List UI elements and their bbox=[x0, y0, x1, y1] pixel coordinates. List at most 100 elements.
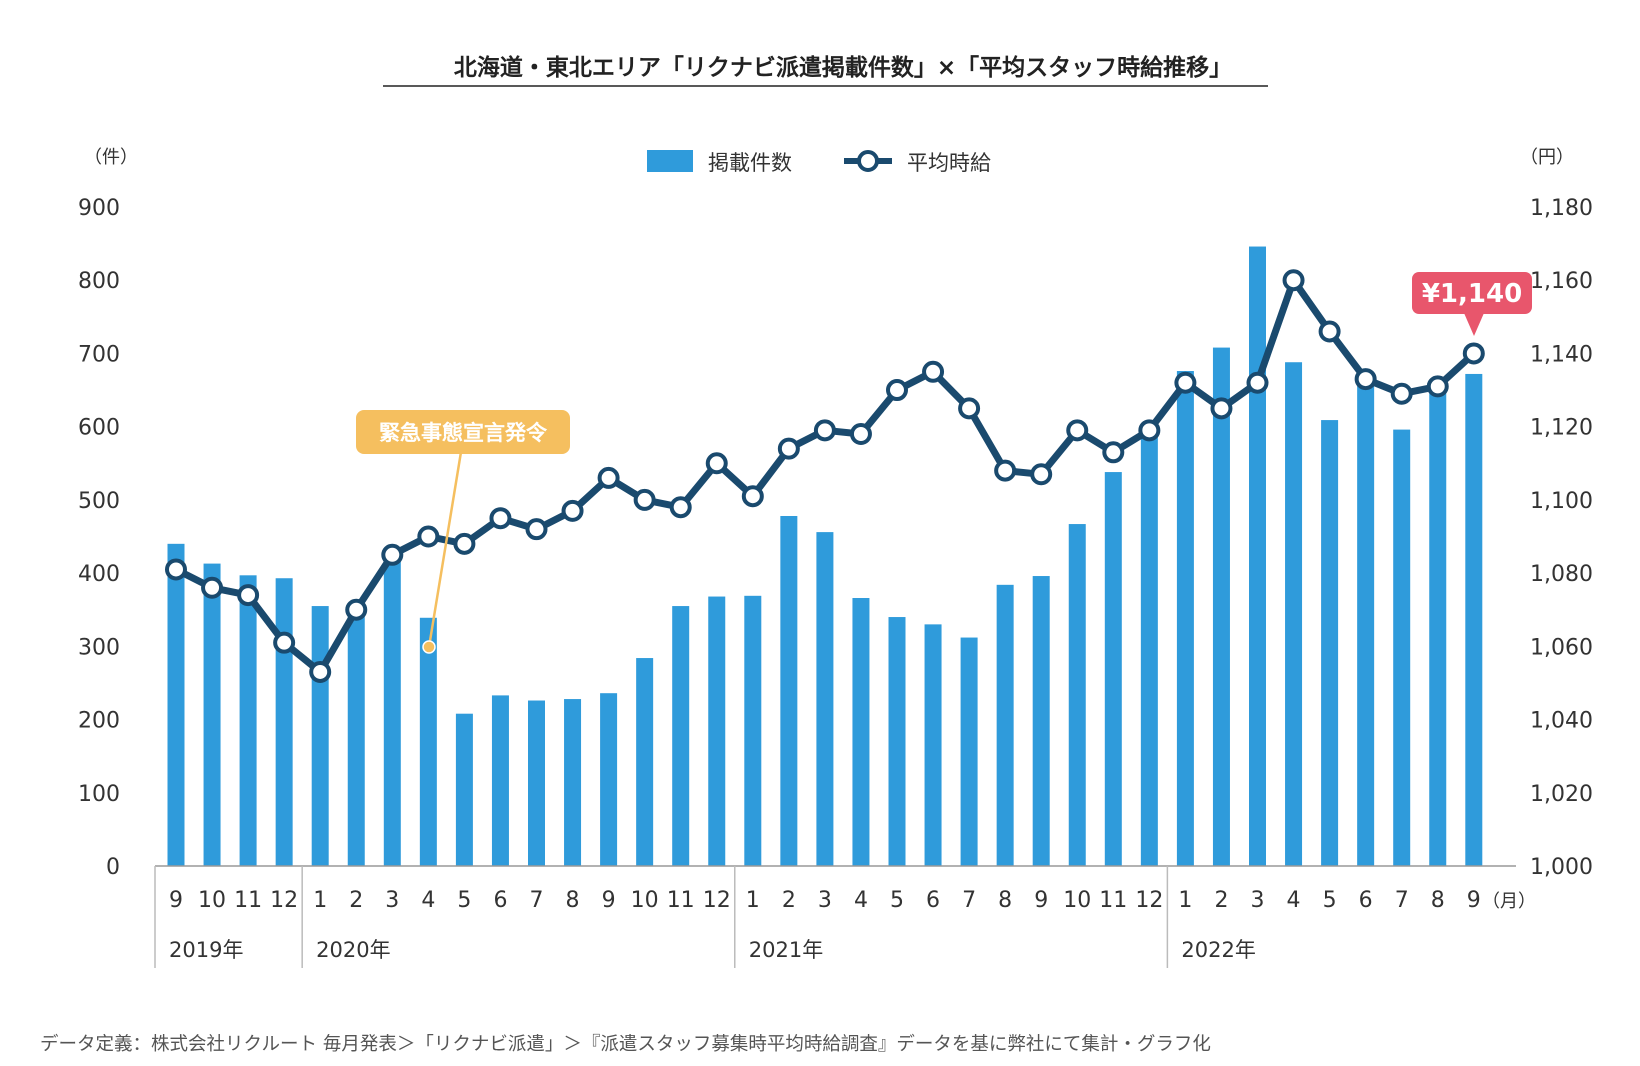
line-point bbox=[1210, 397, 1233, 420]
legend: 掲載件数 平均時給 bbox=[647, 150, 991, 175]
bar bbox=[275, 578, 293, 866]
legend-line-marker bbox=[857, 150, 879, 172]
left-tick-label: 900 bbox=[78, 196, 120, 221]
bar bbox=[996, 584, 1014, 866]
x-tick-label: 12 bbox=[703, 888, 731, 913]
latest-callout-box bbox=[1412, 272, 1532, 314]
bar bbox=[888, 617, 906, 866]
x-tick-label: 3 bbox=[385, 888, 399, 913]
right-tick-label: 1,100 bbox=[1530, 489, 1593, 514]
x-tick-label: 4 bbox=[854, 888, 868, 913]
line-point bbox=[1066, 419, 1089, 442]
left-tick-label: 0 bbox=[106, 855, 120, 880]
line-point bbox=[165, 558, 187, 581]
left-tick-label: 600 bbox=[78, 416, 120, 441]
bar bbox=[1285, 362, 1303, 866]
x-tick-label: 10 bbox=[631, 888, 659, 913]
latest-annotation: ¥1,140 bbox=[1412, 272, 1532, 336]
line-point bbox=[417, 525, 440, 548]
x-tick-label: 5 bbox=[1323, 888, 1337, 913]
right-tick-label: 1,180 bbox=[1530, 196, 1593, 221]
line-point bbox=[1354, 368, 1377, 391]
bar bbox=[1104, 472, 1122, 866]
line-point bbox=[201, 576, 224, 599]
bar bbox=[528, 700, 545, 866]
bar bbox=[239, 575, 257, 866]
line-point bbox=[813, 419, 836, 442]
line-point bbox=[922, 360, 945, 383]
x-tick-label: 1 bbox=[313, 888, 327, 913]
line-point bbox=[525, 518, 548, 541]
year-label: 2019年 bbox=[169, 938, 243, 962]
bar bbox=[1032, 576, 1050, 866]
line-series bbox=[165, 269, 1485, 683]
x-tick-label: 7 bbox=[1395, 888, 1409, 913]
x-tick-label: 12 bbox=[1135, 888, 1163, 913]
bar bbox=[1249, 246, 1266, 867]
line-point bbox=[1282, 269, 1305, 292]
x-tick-label: 10 bbox=[198, 888, 226, 913]
year-label: 2021年 bbox=[749, 938, 823, 962]
x-tick-label: 1 bbox=[1178, 888, 1192, 913]
left-axis-ticks: 0 100 200 300 400 500 600 700 800 900 bbox=[78, 196, 120, 880]
bar bbox=[383, 556, 401, 866]
right-tick-label: 1,000 bbox=[1530, 855, 1593, 880]
bar bbox=[780, 515, 798, 866]
bar bbox=[636, 658, 654, 866]
right-axis-ticks: 1,000 1,020 1,040 1,060 1,080 1,100 1,120 1,140… bbox=[1530, 196, 1593, 880]
bar bbox=[1357, 379, 1375, 866]
line-point bbox=[633, 488, 656, 511]
event-callout-box bbox=[356, 410, 570, 454]
legend-bar-swatch bbox=[647, 150, 693, 172]
x-tick-label: 7 bbox=[962, 888, 976, 913]
left-tick-label: 400 bbox=[78, 562, 120, 587]
x-tick-label: 2 bbox=[349, 888, 363, 913]
bar bbox=[960, 637, 978, 866]
x-tick-label: 8 bbox=[566, 888, 580, 913]
event-annotation: 緊急事態宣言発令 bbox=[356, 410, 570, 654]
right-tick-label: 1,060 bbox=[1530, 635, 1593, 660]
x-tick-label: 9 bbox=[169, 888, 183, 913]
left-tick-label: 500 bbox=[78, 489, 120, 514]
x-tick-label: 5 bbox=[890, 888, 904, 913]
x-axis: 9 10 11 12 1 2 3 4 5 6 7 8 9 10 11 12 1 2 3 4 5 6 7 8 9 10 11 12 1 2 3… bbox=[154, 865, 1516, 968]
line-point bbox=[309, 660, 332, 683]
line-point bbox=[741, 485, 764, 508]
x-tick-label: 2 bbox=[1214, 888, 1228, 913]
line-point bbox=[994, 459, 1017, 482]
bar bbox=[852, 598, 870, 866]
month-unit-label: （月） bbox=[1482, 891, 1536, 912]
bar bbox=[600, 693, 618, 866]
line-point bbox=[273, 631, 296, 654]
x-tick-label: 11 bbox=[234, 888, 262, 913]
x-tick-label: 7 bbox=[530, 888, 544, 913]
bar bbox=[347, 614, 365, 866]
bar bbox=[744, 595, 762, 866]
line-point bbox=[958, 397, 981, 420]
line-point bbox=[489, 507, 512, 530]
bar bbox=[491, 695, 509, 866]
latest-callout-pointer bbox=[1464, 313, 1484, 336]
bar bbox=[455, 713, 473, 866]
line-point bbox=[1318, 320, 1341, 343]
line-point bbox=[381, 543, 404, 566]
x-tick-label: 9 bbox=[1034, 888, 1048, 913]
bar bbox=[1393, 429, 1411, 866]
x-tick-label: 1 bbox=[746, 888, 760, 913]
bar-series bbox=[167, 246, 1483, 867]
x-tick-label: 8 bbox=[998, 888, 1012, 913]
line-point bbox=[1174, 371, 1197, 394]
line-point bbox=[886, 379, 908, 402]
right-tick-label: 1,140 bbox=[1530, 342, 1593, 367]
right-tick-label: 1,120 bbox=[1530, 416, 1593, 441]
bar bbox=[1212, 347, 1230, 866]
footnote: データ定義：株式会社リクルート 毎月発表＞「リクナビ派遣」＞『派遣スタッフ募集時… bbox=[40, 1034, 1211, 1055]
x-tick-label: 5 bbox=[457, 888, 471, 913]
legend-line-label: 平均時給 bbox=[907, 151, 991, 175]
line-point bbox=[777, 437, 800, 460]
bar bbox=[1176, 371, 1194, 866]
event-callout-text: 緊急事態宣言発令 bbox=[379, 421, 548, 445]
left-axis-unit: （件） bbox=[84, 147, 138, 168]
left-tick-label: 800 bbox=[78, 269, 120, 294]
